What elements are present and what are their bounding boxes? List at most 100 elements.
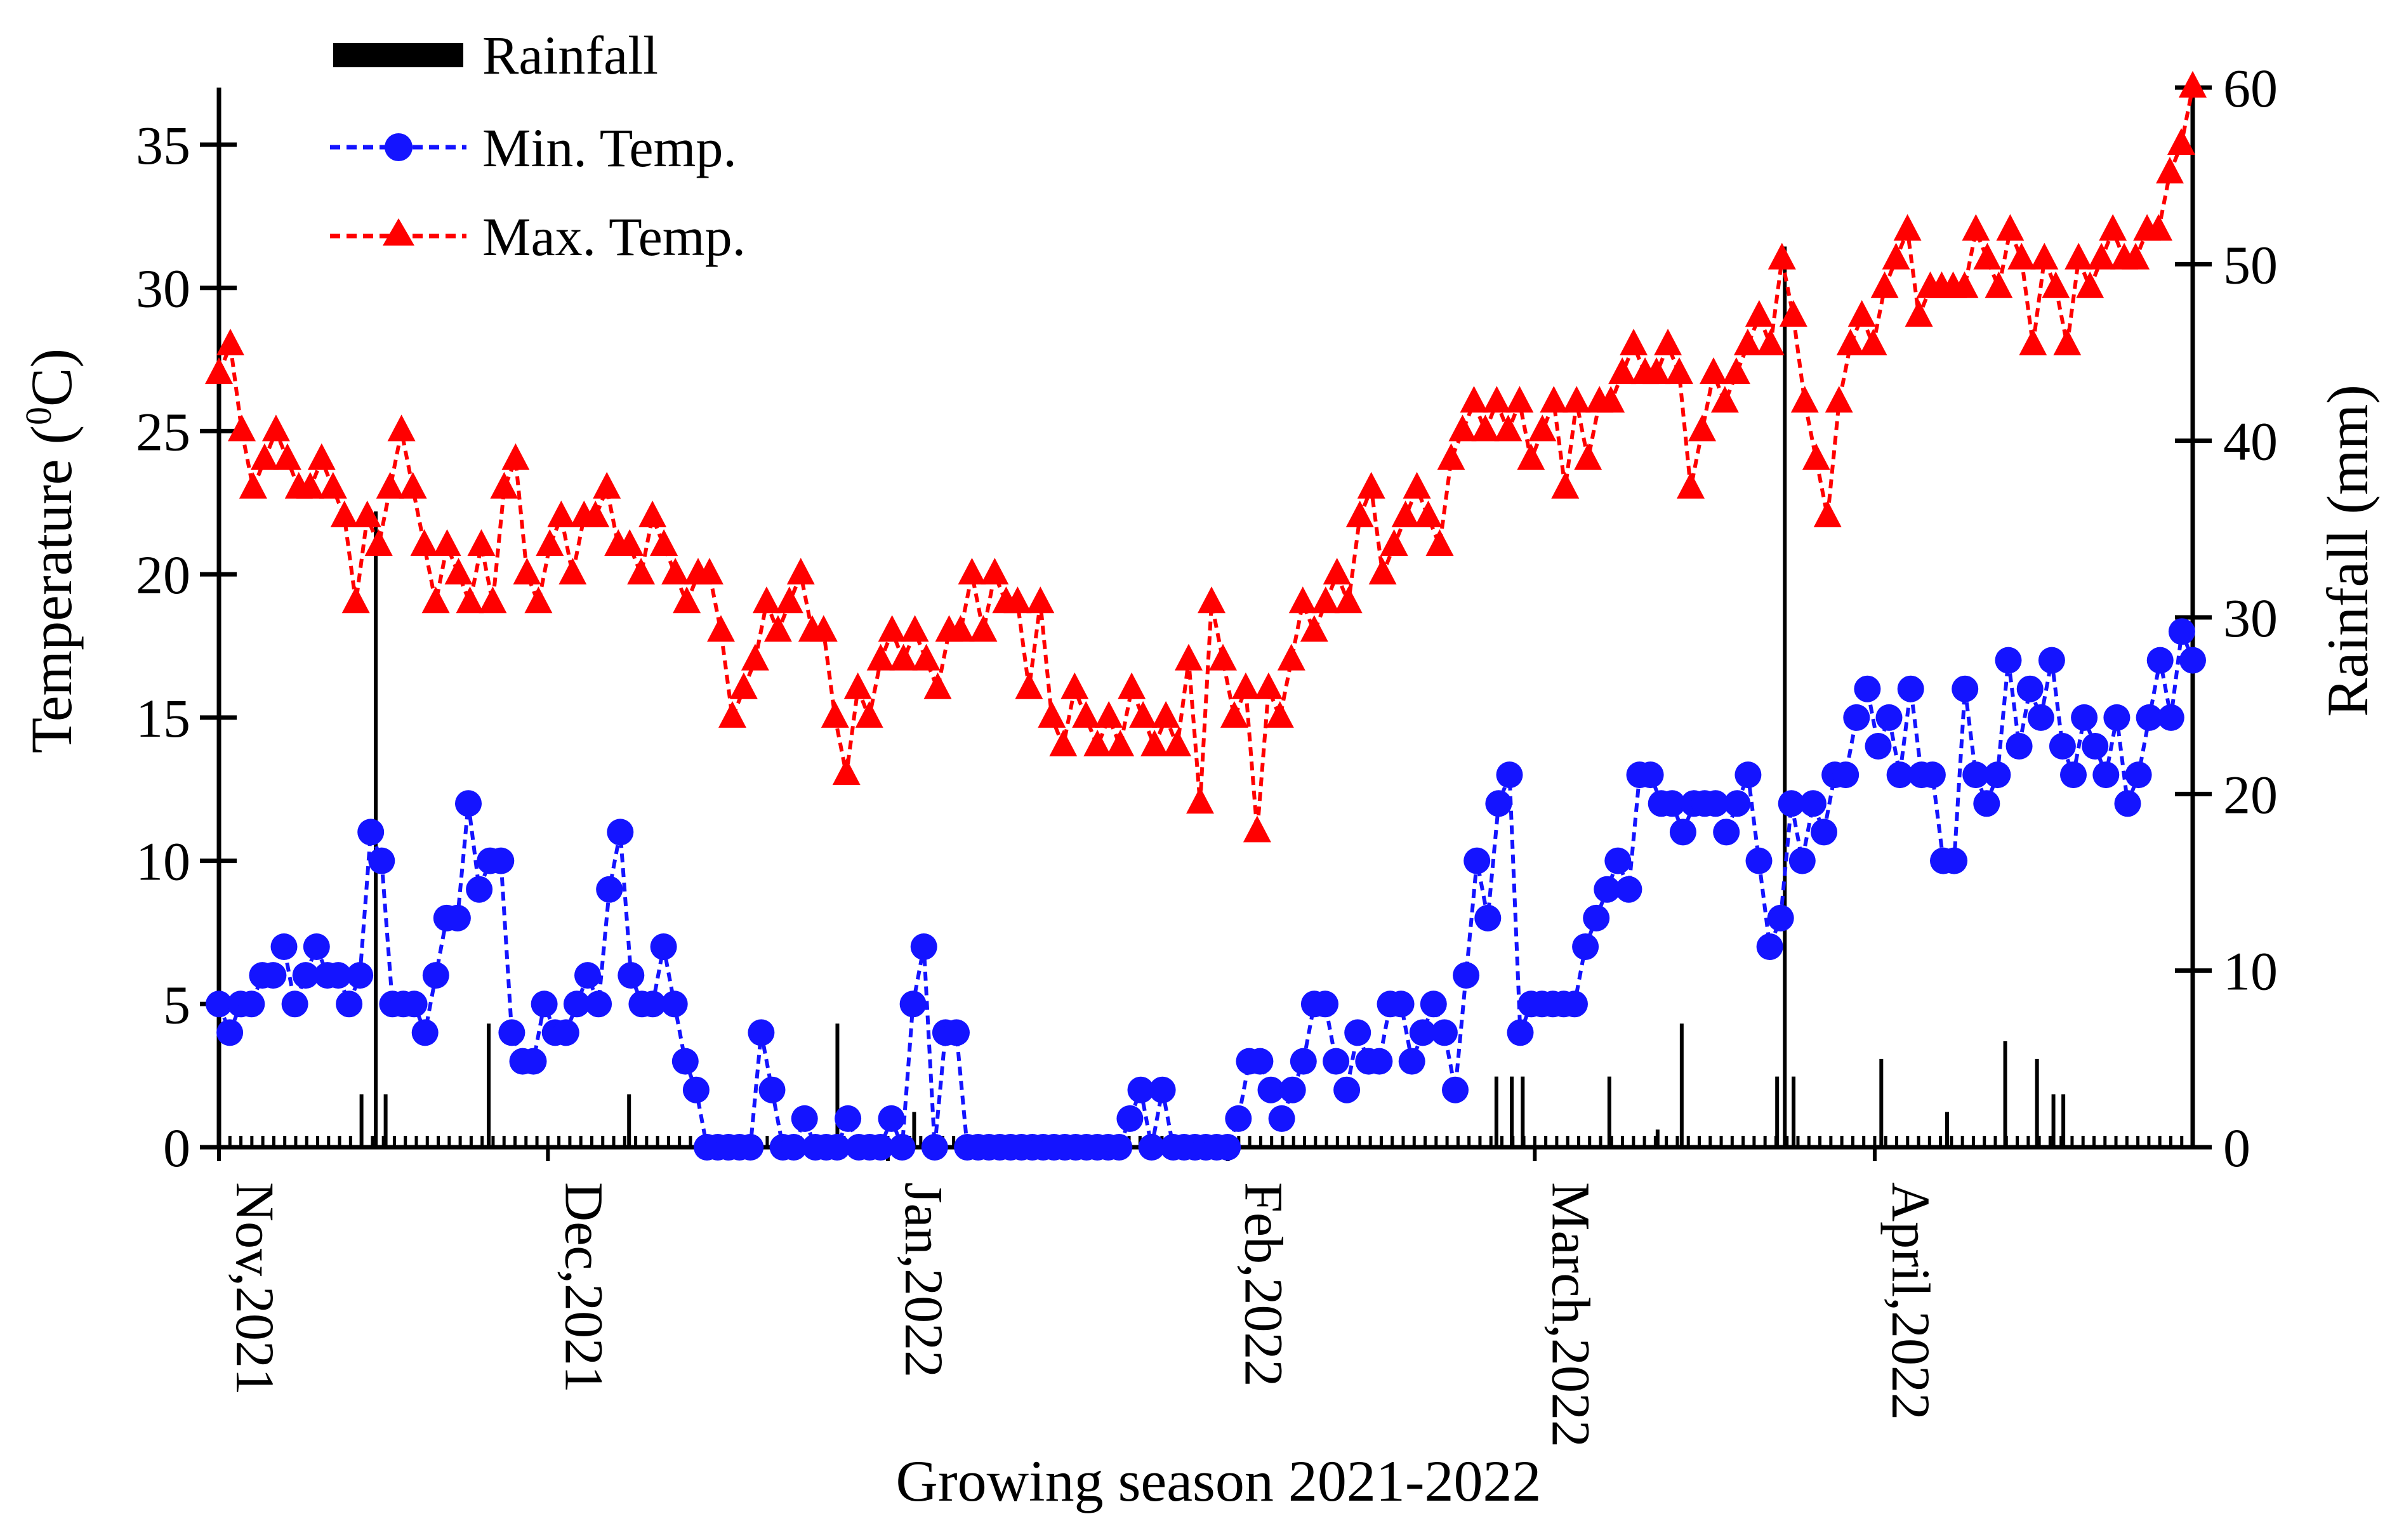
min-temp-point (1323, 1048, 1350, 1075)
max-temp-point (958, 558, 986, 585)
max-temp-point (1528, 414, 1557, 442)
min-temp-point (1919, 761, 1946, 789)
max-temp-point (205, 357, 233, 385)
max-temp-point (444, 558, 473, 585)
max-temp-point (1494, 414, 1523, 442)
max-temp-point (1551, 471, 1580, 499)
max-temp-point (2122, 242, 2150, 270)
min-temp-point (466, 876, 493, 903)
max-temp-point (433, 529, 461, 556)
min-temp-point (585, 990, 612, 1018)
max-temp-point (1847, 299, 1876, 327)
min-temp-point (1116, 1105, 1144, 1132)
max-temp-point (364, 529, 393, 556)
max-temp-point (638, 500, 667, 527)
max-temp-point (1334, 586, 1363, 614)
min-temp-point (1366, 1048, 1393, 1075)
max-temp-point (2179, 70, 2207, 98)
max-temp-point (1608, 357, 1637, 385)
max-temp-point (1265, 701, 1294, 728)
max-temp-point (1517, 443, 1545, 470)
min-temp-point (2168, 618, 2195, 645)
y-axis-right-title: Rainfall (mm) (2315, 385, 2380, 717)
max-temp-point (1163, 730, 1192, 756)
rainfall-bars (359, 246, 2066, 1147)
max-temp-point (1425, 529, 1454, 556)
min-temp-point (780, 1134, 807, 1161)
max-temp-point (775, 586, 803, 614)
max-temp-point (855, 701, 883, 728)
min-temp-point (1138, 1134, 1165, 1161)
min-temp-point (1865, 733, 1892, 760)
max-temp-point (718, 701, 746, 728)
min-temp-point (1962, 761, 1990, 789)
max-temp-point (296, 471, 324, 499)
min-temp-point (1572, 933, 1599, 960)
max-temp-point (1129, 701, 1158, 728)
max-temp-point (1985, 271, 2013, 298)
max-temp-point (1198, 586, 1226, 614)
max-temp-point (421, 586, 450, 614)
max-temp-point (1893, 214, 1922, 241)
max-temp-point (1756, 329, 1785, 355)
min-temp-point (487, 847, 515, 874)
max-temp-point (341, 586, 370, 614)
month-label: April,2022 (1880, 1182, 1941, 1420)
max-temp-point (1060, 672, 1089, 699)
min-temp-point (737, 1134, 764, 1161)
max-temp-point (1460, 386, 1488, 413)
min-temp-point (347, 962, 374, 989)
min-temp-point (1583, 904, 1610, 931)
min-temp-point (531, 990, 558, 1018)
legend-min-label: Min. Temp. (482, 117, 737, 178)
min-temp-point (1756, 933, 1783, 960)
max-temp-point (410, 529, 439, 556)
min-temp-point (2103, 704, 2131, 731)
min-temp-point (1127, 1076, 1154, 1103)
max-temp-point (228, 414, 256, 442)
month-label: Jan,2022 (894, 1182, 955, 1378)
max-temp-point (1745, 299, 1773, 327)
y-right-tick-label: 10 (2223, 941, 2278, 1002)
min-temp-point (1832, 761, 1860, 789)
min-temp-point (1875, 704, 1903, 731)
min-temp-point (1312, 990, 1338, 1018)
min-temp-point (1745, 847, 1773, 874)
min-temp-point (2038, 647, 2065, 674)
max-temp-series (205, 70, 2207, 843)
min-temp-point (1279, 1076, 1306, 1103)
max-temp-point (1015, 672, 1043, 699)
max-temp-point (1368, 558, 1397, 585)
max-temp-point (1722, 357, 1750, 385)
max-temp-point (1574, 443, 1602, 470)
min-temp-point (1897, 675, 1924, 702)
max-temp-point (1220, 701, 1248, 728)
min-temp-point (1734, 761, 1762, 789)
legend-rainfall-swatch (333, 43, 463, 67)
min-temp-point (281, 990, 308, 1018)
min-temp-point (260, 962, 287, 989)
max-temp-point (1483, 386, 1511, 413)
max-temp-point (1038, 701, 1066, 728)
max-temp-point (1950, 271, 1979, 298)
max-temp-point (1209, 643, 1237, 671)
max-temp-point (741, 643, 769, 671)
min-temp-point (411, 1019, 439, 1046)
max-temp-point (558, 558, 587, 585)
min-temp-point (1843, 704, 1870, 731)
max-temp-point (1790, 386, 1819, 413)
max-temp-point (1106, 730, 1135, 756)
y-left-tick-label: 5 (163, 974, 190, 1035)
min-temp-point (824, 1134, 850, 1161)
max-temp-point (2065, 242, 2093, 270)
y-left-tick-label: 30 (136, 258, 190, 319)
max-temp-point (1175, 643, 1203, 671)
min-temp-point (650, 933, 677, 960)
max-temp-point (353, 500, 381, 527)
max-temp-point (387, 414, 416, 442)
max-temp-point (1357, 471, 1385, 499)
legend-rainfall-label: Rainfall (482, 25, 658, 86)
y-left-tick-label: 15 (136, 688, 190, 749)
min-temp-point (910, 933, 937, 960)
